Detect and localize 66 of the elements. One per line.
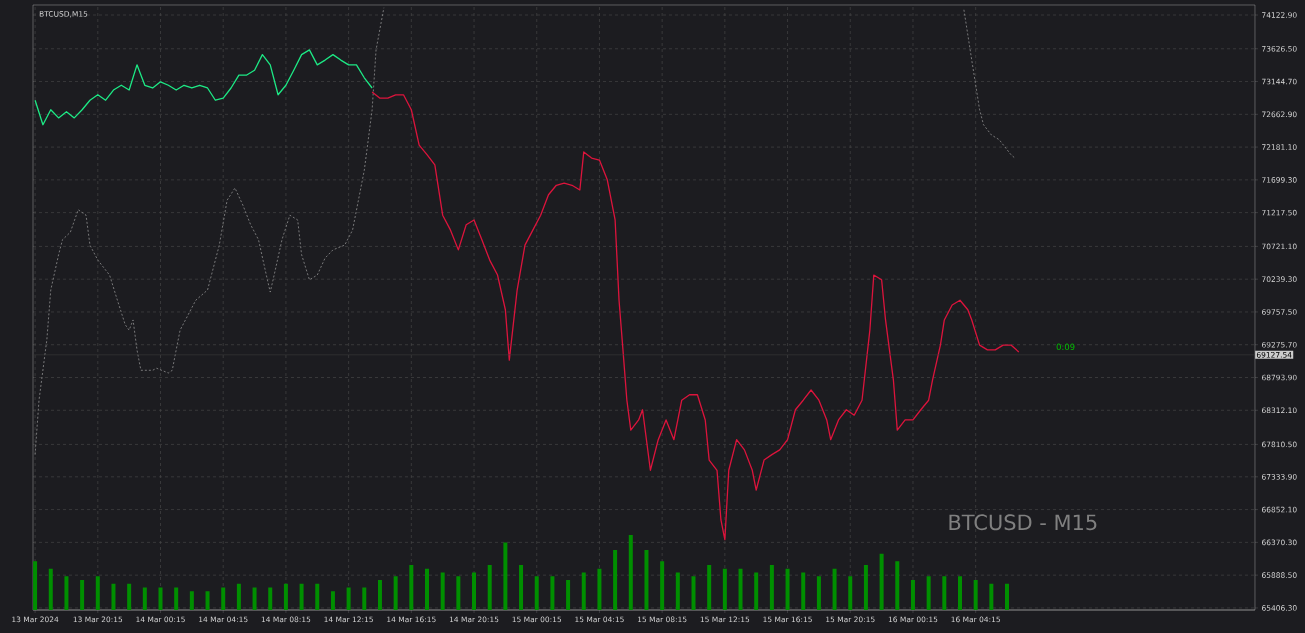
bar: [989, 583, 994, 610]
bar: [534, 576, 539, 610]
bar: [48, 568, 53, 610]
bar: [158, 587, 163, 610]
bar: [315, 583, 320, 610]
bar: [879, 553, 884, 610]
bar: [550, 576, 555, 610]
bar: [346, 587, 351, 610]
bar: [957, 576, 962, 610]
bar: [769, 565, 774, 610]
bar: [1005, 583, 1010, 610]
bar: [581, 572, 586, 610]
bar: [738, 568, 743, 610]
bar: [33, 561, 38, 610]
bar: [519, 565, 524, 610]
bar: [142, 587, 147, 610]
bar: [566, 580, 571, 610]
bar: [503, 542, 508, 610]
bar: [174, 587, 179, 610]
bar: [127, 583, 132, 610]
bar: [597, 568, 602, 610]
bar: [377, 580, 382, 610]
bar: [722, 568, 727, 610]
bar: [863, 565, 868, 610]
bar: [675, 572, 680, 610]
bar: [252, 587, 257, 610]
bar: [942, 576, 947, 610]
bar: [910, 580, 915, 610]
bar: [848, 576, 853, 610]
bar: [64, 576, 69, 610]
bar: [691, 576, 696, 610]
bar: [487, 565, 492, 610]
bar: [205, 591, 210, 610]
bar: [425, 568, 429, 610]
bar: [440, 572, 445, 610]
bar: [456, 576, 461, 610]
bar: [895, 561, 900, 610]
bar: [189, 591, 194, 610]
annotation: 0:09: [1056, 343, 1075, 351]
bar: [80, 580, 85, 610]
bar: [409, 565, 414, 610]
bar: [95, 576, 100, 610]
bar: [330, 591, 335, 610]
bar: [628, 535, 633, 610]
bar: [754, 572, 759, 610]
bar: [221, 587, 226, 610]
bar: [644, 550, 649, 610]
bar: [926, 576, 931, 610]
bar: [973, 580, 978, 610]
bar: [832, 568, 837, 610]
bar: [472, 572, 477, 610]
bar: [801, 572, 806, 610]
annotation: BTCUSD - M15: [949, 514, 1097, 531]
bar: [707, 565, 712, 610]
line-series: [34, 49, 373, 126]
bar: [816, 576, 821, 610]
bar: [283, 583, 288, 610]
bar: [268, 587, 273, 610]
bar: [111, 583, 116, 610]
bar: [660, 561, 665, 610]
bar: [299, 583, 304, 610]
bar: [236, 583, 241, 610]
bar: [393, 576, 398, 610]
bar: [613, 550, 618, 610]
bar: [785, 568, 790, 610]
bar: [362, 587, 367, 610]
